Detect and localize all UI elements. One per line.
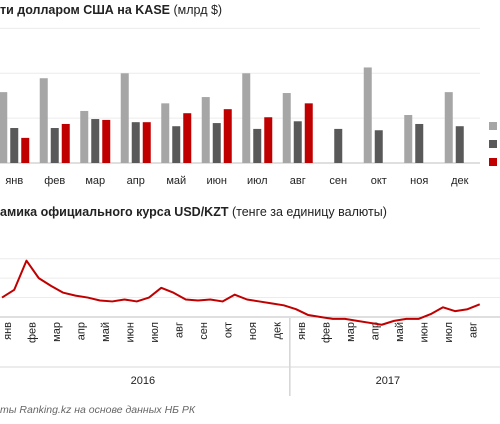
x-tick-label: июн [125, 322, 137, 342]
bar [293, 121, 302, 163]
legend-swatch [489, 158, 497, 166]
x-tick-label: мар [85, 175, 105, 187]
bar [50, 128, 59, 163]
bar [0, 92, 8, 163]
x-tick-label: сен [329, 175, 347, 187]
x-tick-label: ноя [410, 175, 428, 187]
bar [10, 128, 19, 163]
bar [455, 126, 464, 163]
title: амика официального курса USD/KZT [0, 205, 229, 219]
bar [404, 115, 413, 163]
bar [334, 128, 343, 163]
x-tick-label: ноя [247, 322, 259, 340]
bar [183, 113, 192, 163]
x-tick-label: мар [51, 322, 63, 342]
x-tick-label: янв [296, 322, 308, 340]
x-tick-label: май [394, 322, 406, 342]
bar [61, 123, 70, 163]
x-tick-label: июл [149, 322, 161, 343]
x-tick-label: апр [370, 322, 382, 340]
bar [172, 126, 181, 163]
x-tick-label: апр [127, 175, 145, 187]
bar [201, 97, 210, 163]
x-tick-label: сен [198, 322, 210, 340]
bar [91, 119, 100, 163]
x-tick-label: июл [247, 175, 268, 187]
x-tick-label: авг [174, 322, 186, 338]
x-tick-label: мар [345, 322, 357, 342]
x-tick-label: дек [272, 322, 284, 340]
bar [39, 78, 48, 163]
x-tick-label: янв [2, 322, 14, 340]
x-tick-label: май [100, 322, 112, 342]
bar [304, 103, 313, 163]
x-tick-label: июн [419, 322, 431, 342]
x-tick-label: окт [223, 322, 235, 338]
legend-swatch [489, 122, 497, 130]
chart-title: амика официального курса USD/KZT (тенге … [0, 205, 387, 219]
bar [444, 92, 453, 163]
chart-title: ти долларом США на KASE (млрд $) [0, 3, 222, 17]
bar [264, 117, 273, 163]
bar [80, 110, 89, 163]
x-tick-label: авг [290, 175, 306, 187]
bar [161, 103, 170, 163]
bar [363, 67, 372, 163]
line [1, 259, 481, 326]
bar [212, 123, 221, 163]
bar [242, 73, 251, 163]
group-label: 2016 [131, 375, 155, 387]
x-tick-label: фев [321, 322, 333, 343]
x-tick-label: июл [443, 322, 455, 343]
x-tick-label: фев [44, 175, 65, 187]
x-tick-label: окт [371, 175, 387, 187]
legend-swatch [489, 140, 497, 148]
x-tick-label: янв [5, 175, 23, 187]
bar [21, 137, 30, 163]
bar [142, 122, 151, 163]
footer: ты Ranking.kz на основе данных НБ РК [0, 404, 196, 416]
bar [120, 73, 129, 163]
bar [415, 123, 424, 163]
subtitle: (тенге за единицу валюты) [232, 205, 387, 219]
x-tick-label: май [166, 175, 186, 187]
x-tick-label: авг [468, 322, 480, 338]
bar [223, 109, 232, 163]
x-tick-label: фев [27, 322, 39, 343]
bar [102, 119, 111, 163]
x-tick-label: апр [76, 322, 88, 340]
group-label: 2017 [376, 375, 400, 387]
subtitle: (млрд $) [173, 3, 222, 17]
bar [282, 93, 291, 163]
x-tick-label: июн [207, 175, 227, 187]
x-tick-label: дек [451, 175, 469, 187]
bar [374, 130, 383, 163]
bar [253, 128, 262, 163]
title: ти долларом США на KASE [0, 3, 170, 17]
bar [131, 122, 140, 163]
